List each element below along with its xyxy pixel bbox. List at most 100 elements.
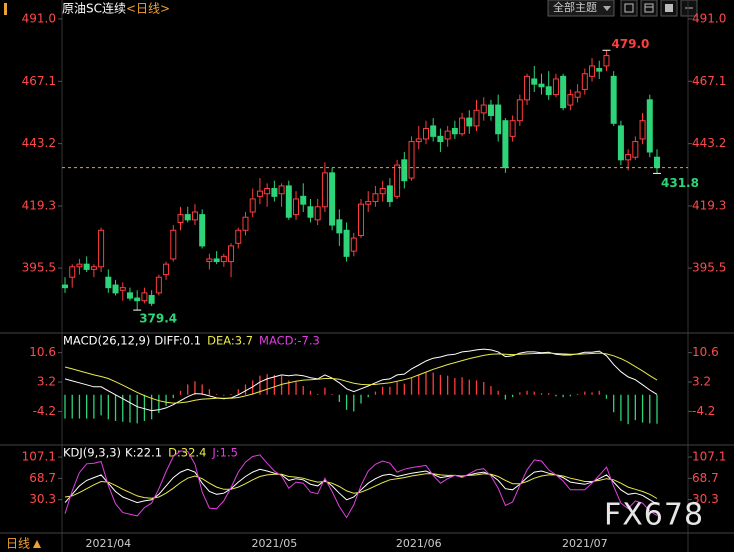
candle-body <box>617 125 624 161</box>
y-tick-label: 419.3 <box>22 199 56 213</box>
candle-body <box>112 284 119 294</box>
candle-body <box>444 130 451 140</box>
candle-body <box>228 245 235 263</box>
indicator-line <box>64 348 658 412</box>
y-tick-label: 443.2 <box>22 136 56 150</box>
candle-body <box>163 263 170 276</box>
bottom-arrow <box>33 540 41 548</box>
candle-body <box>372 193 379 203</box>
icon-glyph <box>624 3 634 13</box>
x-tick-label: 2021/04 <box>85 537 131 550</box>
indicator-line <box>64 450 658 519</box>
candle-body <box>487 104 494 116</box>
candle-body <box>329 172 336 226</box>
icon-button[interactable] <box>640 0 658 17</box>
period-label[interactable]: <日线> <box>126 2 170 16</box>
theme-button[interactable] <box>547 0 615 17</box>
indicator-legend: DEA:3.7 <box>207 334 253 348</box>
candle-body <box>415 138 422 143</box>
candle-body <box>516 99 523 122</box>
y-tick-label: 10.6 <box>29 345 56 359</box>
y-tick-label-right: 10.6 <box>692 345 719 359</box>
candle-body <box>437 135 444 143</box>
candle-body <box>235 229 242 244</box>
candle-body <box>480 104 487 114</box>
candle-body <box>321 172 328 208</box>
high-annotation: 479.0 <box>611 37 649 51</box>
candle-body <box>206 258 213 263</box>
instrument-title: 原油SC连续 <box>62 1 126 16</box>
y-tick-label: -4.2 <box>33 404 56 418</box>
y-tick-label-right: -4.2 <box>692 404 715 418</box>
indicator-line <box>64 468 658 505</box>
theme-button-label: 全部主题 <box>553 0 597 14</box>
low-annotation: 379.4 <box>139 312 177 326</box>
y-tick-label-right: 491.0 <box>692 11 726 25</box>
y-tick-label: 395.5 <box>22 261 56 275</box>
candle-body <box>98 229 105 268</box>
dropdown-arrow <box>603 6 611 11</box>
candle-body <box>264 188 271 195</box>
candle-body <box>646 99 653 153</box>
icon-button[interactable] <box>620 0 638 17</box>
indicator-legend: J:1.5 <box>211 446 238 460</box>
candle-body <box>148 294 155 304</box>
indicator-legend: D:32.4 <box>168 446 206 460</box>
indicator-line <box>64 473 658 499</box>
indicator-title: MACD(26,12,9) <box>63 334 150 348</box>
y-tick-label: 30.3 <box>29 492 56 506</box>
header-accent <box>4 3 7 15</box>
candle-body <box>155 276 162 294</box>
candle-body <box>119 287 126 291</box>
icon-glyph <box>665 4 673 12</box>
candle-body <box>502 120 509 169</box>
candle-body <box>90 266 97 270</box>
indicator-legend: DIFF:0.1 <box>154 334 201 348</box>
candle-body <box>220 255 227 263</box>
candle-body <box>213 258 220 263</box>
candle-body <box>451 128 458 135</box>
candle-body <box>177 214 184 223</box>
indicator-legend: K:22.1 <box>125 446 162 460</box>
y-tick-label-right: 395.5 <box>692 261 726 275</box>
y-tick-label-right: 419.3 <box>692 199 726 213</box>
candle-body <box>76 263 83 268</box>
x-tick-label: 2021/05 <box>252 537 298 550</box>
candle-body <box>408 141 415 179</box>
candle-body <box>285 185 292 218</box>
candle-body <box>394 164 401 197</box>
candle-body <box>69 266 76 278</box>
candle-body <box>552 78 559 96</box>
candle-body <box>242 216 249 231</box>
candle-body <box>386 185 393 203</box>
icon-glyph <box>644 3 654 13</box>
candle-body <box>422 128 429 140</box>
indicator-title: KDJ(9,3,3) <box>63 446 121 460</box>
indicator-line <box>64 352 658 404</box>
candle-body <box>567 94 574 106</box>
candle-body <box>336 219 343 234</box>
candle-body <box>278 185 285 195</box>
candle-body <box>379 188 386 195</box>
candle-body <box>596 68 603 72</box>
y-tick-label: 107.1 <box>22 450 56 464</box>
candle-body <box>343 229 350 257</box>
y-tick-label-right: 443.2 <box>692 136 726 150</box>
y-tick-label: 3.2 <box>37 375 56 389</box>
candle-body <box>589 65 596 77</box>
candle-body <box>170 229 177 260</box>
candle-body <box>459 117 466 135</box>
y-tick-label: 491.0 <box>22 11 56 25</box>
candle-body <box>365 201 372 205</box>
candle-body <box>639 120 646 140</box>
bottom-period[interactable]: 日线 <box>6 537 30 551</box>
candle-body <box>134 297 141 302</box>
y-tick-label-right: 68.7 <box>692 471 719 485</box>
candle-body <box>524 75 531 101</box>
candle-body <box>581 73 588 90</box>
y-tick-label-right: 107.1 <box>692 450 726 464</box>
candle-body <box>271 188 278 197</box>
candle-body <box>256 190 263 197</box>
